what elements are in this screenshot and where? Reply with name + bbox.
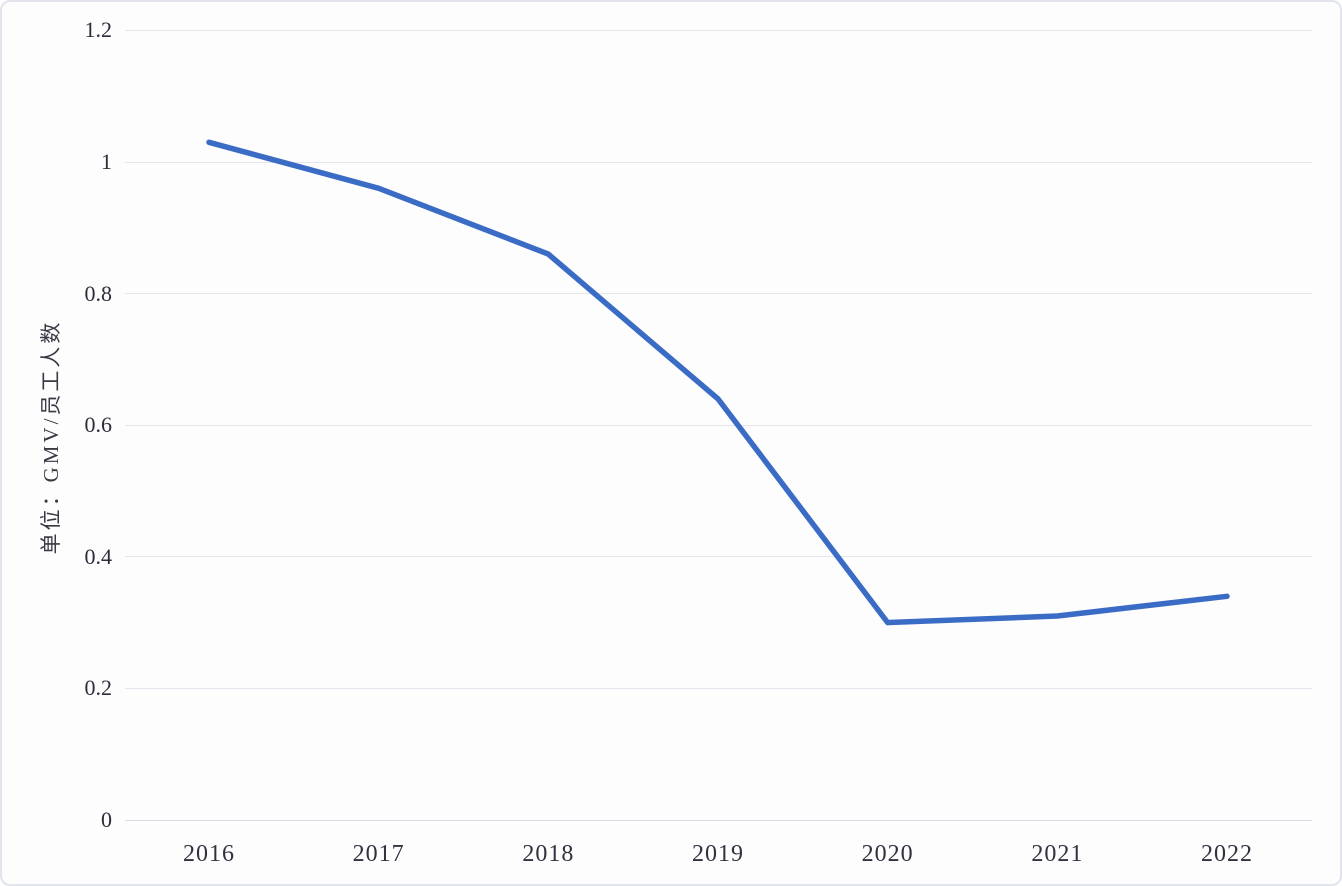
y-tick-label: 0.8 [84, 280, 113, 306]
x-tick-label: 2017 [352, 841, 405, 867]
x-tick-label: 2020 [861, 841, 914, 867]
gridline [125, 556, 1312, 558]
gridline [125, 161, 1312, 163]
x-axis-line [125, 819, 1312, 821]
x-tick-label: 2019 [692, 841, 744, 867]
gridline [125, 293, 1312, 295]
y-axis-title: 单位：GMV/员工人数 [39, 319, 63, 555]
x-tick-label: 2021 [1031, 841, 1084, 867]
x-tick-label: 2016 [183, 841, 235, 867]
y-tick-label: 0.6 [84, 412, 113, 438]
y-tick-label: 0.2 [84, 675, 113, 701]
gmv-per-employee-line [206, 139, 1230, 626]
y-tick-label: 0 [101, 807, 112, 832]
x-tick-label: 2018 [522, 841, 575, 867]
gridline [125, 424, 1312, 426]
gridline [125, 687, 1312, 689]
y-tick-label: 1 [101, 149, 112, 174]
gridline [125, 29, 1312, 31]
y-tick-label: 0.4 [84, 543, 113, 569]
y-tick-label: 1.2 [84, 17, 113, 43]
x-tick-label: 2022 [1201, 841, 1253, 867]
